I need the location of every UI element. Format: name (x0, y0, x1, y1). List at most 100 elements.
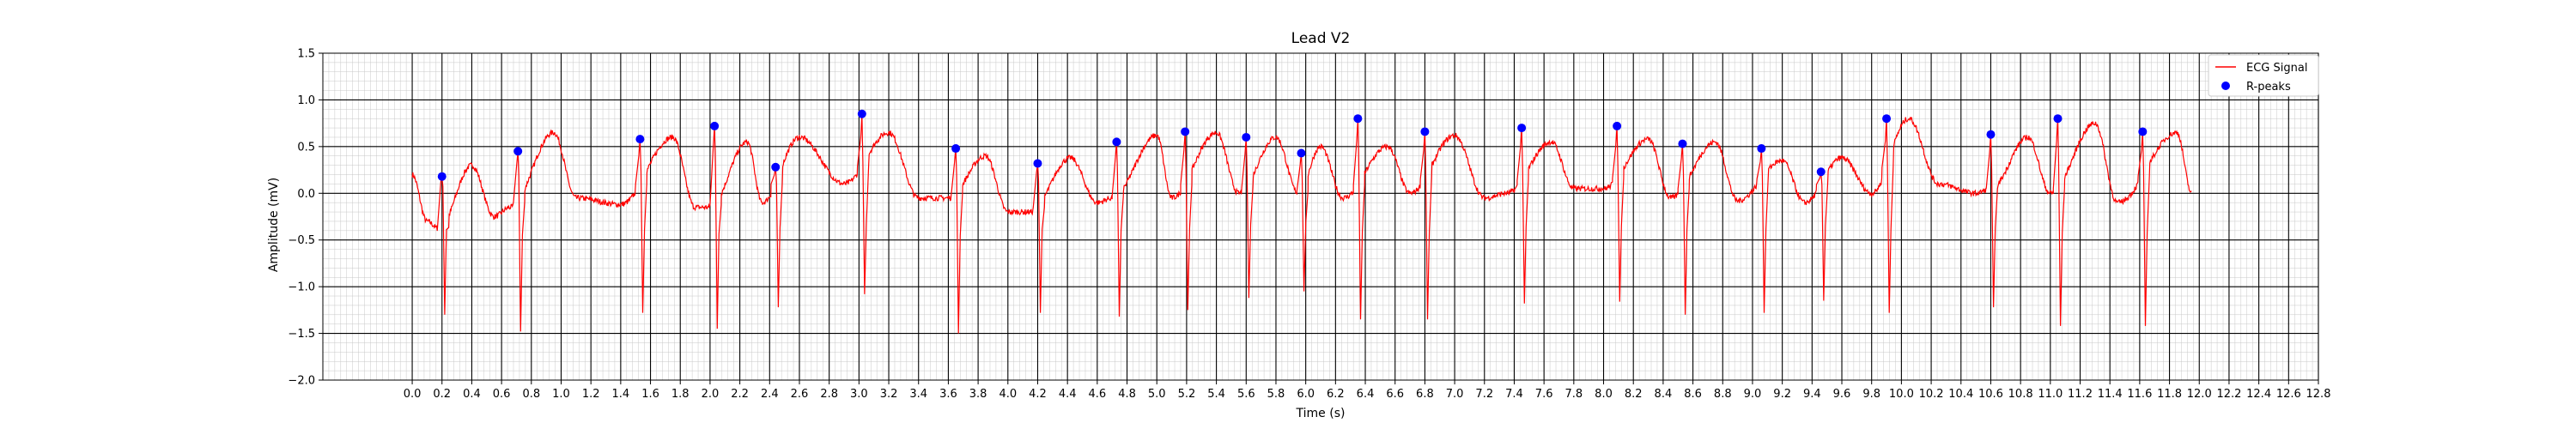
x-tick-label: 5.6 (1237, 388, 1255, 401)
x-tick-label: 12.2 (2216, 388, 2241, 401)
x-tick-label: 2.8 (820, 388, 838, 401)
r-peaks-series (437, 109, 2148, 181)
x-tick-label: 10.6 (1978, 388, 2003, 401)
x-tick-label: 11.2 (2068, 388, 2093, 401)
x-tick-label: 3.8 (969, 388, 987, 401)
x-tick-label: 7.2 (1475, 388, 1493, 401)
r-peak-point (635, 135, 645, 144)
x-tick-label: 5.8 (1267, 388, 1285, 401)
r-peak-point (1517, 124, 1527, 133)
x-tick-label: 12.4 (2246, 388, 2271, 401)
x-tick-label: 8.4 (1655, 388, 1673, 401)
y-tick-label: −1.0 (288, 281, 315, 294)
r-peak-point (1420, 127, 1430, 136)
x-tick-label: 9.0 (1744, 388, 1762, 401)
y-axis: 1.5 1.0 0.5 0.0 −0.5 −1.0 −1.5 −2.0 (288, 48, 323, 388)
r-peak-point (1678, 139, 1687, 148)
y-axis-label: Amplitude (mV) (267, 178, 281, 272)
r-peak-point (2053, 114, 2063, 124)
x-tick-label: 2.2 (731, 388, 749, 401)
x-tick-label: 4.0 (999, 388, 1017, 401)
x-tick-label: 6.4 (1357, 388, 1375, 401)
r-peak-point (437, 172, 447, 181)
x-tick-label: 1.6 (641, 388, 659, 401)
y-tick-label: 0.0 (297, 188, 315, 201)
x-tick-label: 6.8 (1416, 388, 1434, 401)
y-tick-label: −1.5 (288, 328, 315, 341)
x-tick-label: 0.4 (463, 388, 481, 401)
x-tick-label: 3.0 (850, 388, 868, 401)
major-grid (323, 52, 2319, 381)
x-tick-label: 2.6 (791, 388, 809, 401)
r-peak-point (1033, 159, 1042, 168)
x-tick-label: 0.6 (493, 388, 511, 401)
plot-frame (322, 52, 2319, 381)
r-peak-point (1353, 114, 1363, 124)
x-tick-label: 7.8 (1564, 388, 1583, 401)
x-tick-label: 4.4 (1059, 388, 1077, 401)
x-tick-label: 5.4 (1207, 388, 1225, 401)
x-tick-label: 4.2 (1029, 388, 1047, 401)
x-tick-label: 6.0 (1297, 388, 1315, 401)
x-tick-label: 9.8 (1862, 388, 1880, 401)
x-tick-label: 8.6 (1684, 388, 1702, 401)
x-tick-label: 11.8 (2157, 388, 2182, 401)
r-peak-point (1816, 167, 1826, 177)
x-tick-label: 1.0 (552, 388, 570, 401)
chart-title: Lead V2 (1291, 30, 1351, 47)
x-tick-label: 10.4 (1948, 388, 1973, 401)
x-axis-label: Time (s) (1296, 407, 1346, 420)
x-tick-label: 2.0 (702, 388, 720, 401)
x-tick-label: 3.2 (880, 388, 898, 401)
minor-grid (322, 52, 2319, 381)
x-tick-label: 3.6 (939, 388, 957, 401)
x-tick-label: 9.6 (1833, 388, 1851, 401)
r-peak-point (1613, 121, 1622, 130)
x-tick-label: 12.8 (2306, 388, 2331, 401)
r-peak-point (771, 162, 781, 172)
r-peak-point (1882, 114, 1892, 124)
y-tick-label: 1.0 (297, 94, 315, 107)
x-tick-label: 5.0 (1148, 388, 1166, 401)
x-tick-label: 9.4 (1803, 388, 1821, 401)
x-tick-label: 11.0 (2038, 388, 2063, 401)
x-axis: 0.0 0.2 0.4 0.6 0.8 1.0 1.2 1.4 1.6 1.8 2.0 2.2 2.4 2… (404, 380, 2331, 401)
x-tick-label: 3.4 (909, 388, 927, 401)
x-tick-label: 5.2 (1178, 388, 1196, 401)
r-peak-point (513, 147, 523, 156)
r-peak-point (1297, 148, 1306, 158)
x-tick-label: 1.8 (671, 388, 690, 401)
x-tick-label: 7.0 (1446, 388, 1464, 401)
r-peak-point (2138, 127, 2148, 136)
x-tick-label: 8.8 (1714, 388, 1732, 401)
x-tick-label: 1.4 (612, 388, 630, 401)
x-tick-label: 0.8 (522, 388, 540, 401)
y-tick-label: −0.5 (288, 234, 315, 247)
x-tick-label: 10.2 (1919, 388, 1944, 401)
x-tick-label: 0.0 (404, 388, 422, 401)
legend-box (2208, 54, 2319, 97)
r-peak-point (951, 144, 961, 154)
x-tick-label: 11.6 (2127, 388, 2152, 401)
x-tick-label: 2.4 (761, 388, 779, 401)
x-tick-label: 10.0 (1889, 388, 1914, 401)
legend-label-ecg-signal: ECG Signal (2246, 62, 2307, 75)
x-tick-label: 9.2 (1773, 388, 1791, 401)
x-tick-label: 12.6 (2276, 388, 2301, 401)
y-tick-label: 0.5 (297, 141, 315, 154)
x-tick-label: 8.2 (1625, 388, 1643, 401)
r-peak-point (1757, 144, 1766, 154)
legend: ECG Signal R-peaks (2208, 54, 2319, 97)
x-tick-label: 8.0 (1595, 388, 1613, 401)
x-tick-label: 10.8 (2008, 388, 2033, 401)
legend-label-r-peaks: R-peaks (2246, 81, 2291, 94)
legend-marker-swatch (2221, 82, 2230, 90)
r-peak-point (710, 121, 720, 130)
x-tick-label: 0.2 (433, 388, 451, 401)
r-peak-point (857, 109, 866, 118)
x-tick-label: 12.0 (2187, 388, 2212, 401)
x-tick-label: 11.4 (2098, 388, 2123, 401)
r-peak-point (1986, 130, 1996, 139)
x-tick-label: 6.6 (1386, 388, 1404, 401)
